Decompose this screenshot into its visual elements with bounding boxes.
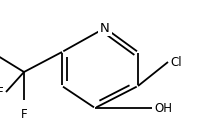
Text: Cl: Cl (170, 55, 182, 68)
Text: N: N (100, 22, 110, 35)
Text: OH: OH (154, 102, 172, 115)
Text: F: F (0, 86, 3, 99)
Text: F: F (21, 108, 27, 121)
